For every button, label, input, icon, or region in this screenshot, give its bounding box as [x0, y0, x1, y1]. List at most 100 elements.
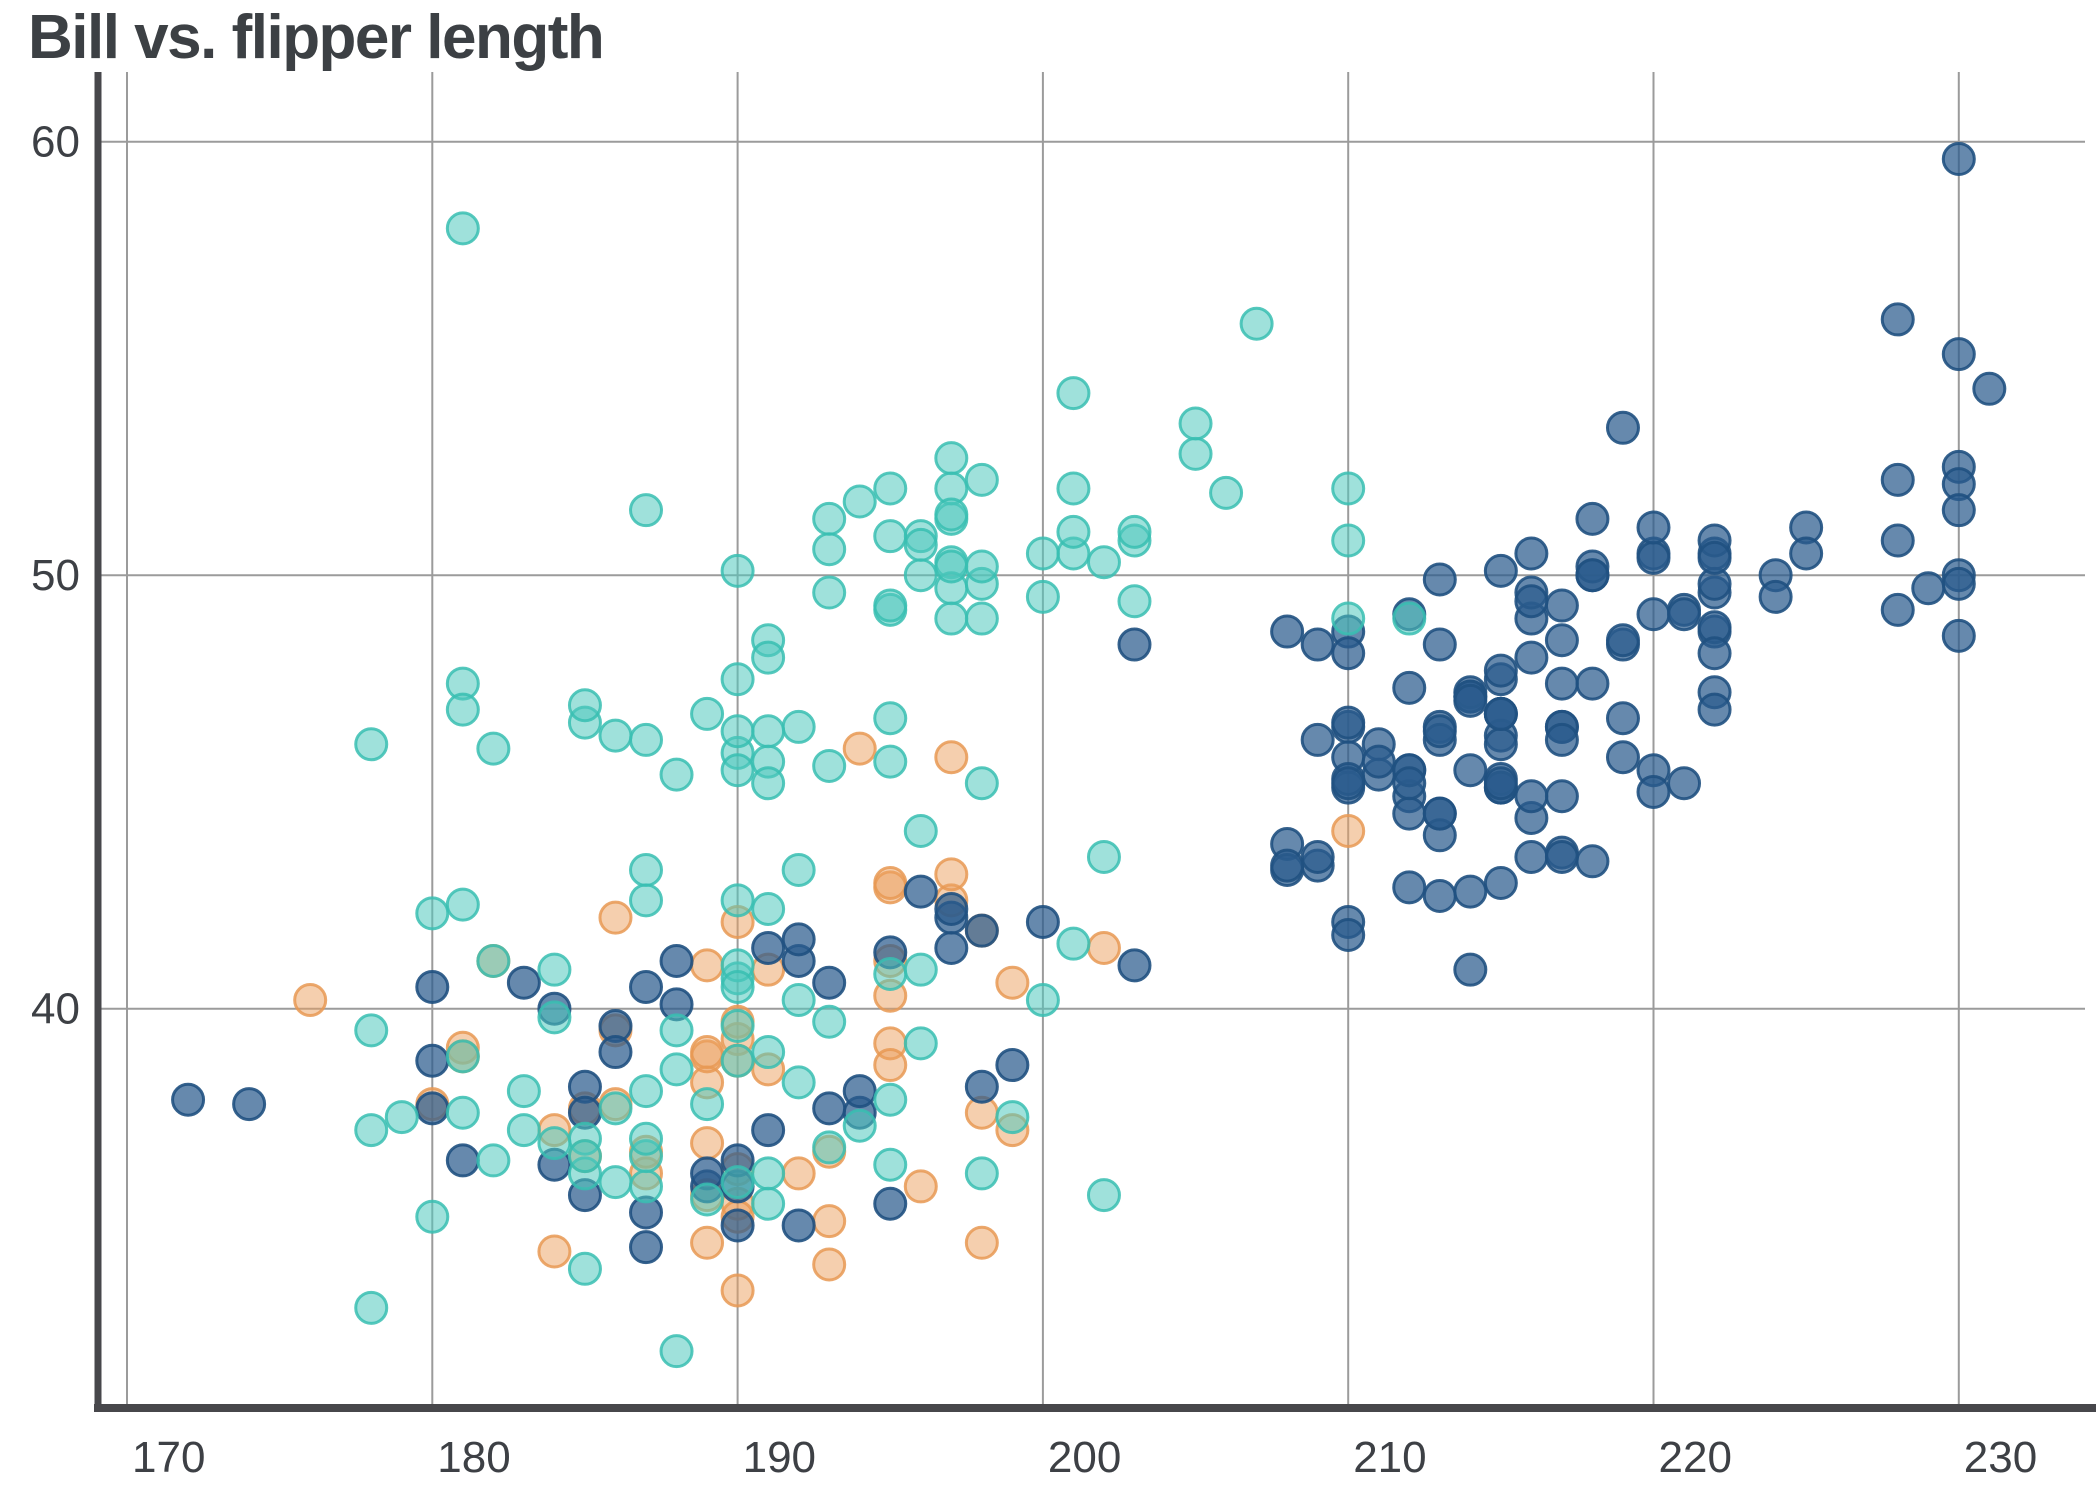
data-point-teal	[903, 558, 938, 593]
data-point-blue	[751, 931, 786, 966]
data-point-blue	[934, 931, 969, 966]
data-point-teal	[873, 1147, 908, 1182]
data-point-orange	[537, 1234, 572, 1269]
data-point-blue	[1300, 722, 1335, 757]
data-point-teal	[964, 766, 999, 801]
data-point-blue	[1941, 493, 1976, 528]
data-point-teal	[842, 1108, 877, 1143]
data-point-blue	[1575, 501, 1610, 536]
data-point-blue	[1575, 558, 1610, 593]
data-point-orange	[1331, 813, 1366, 848]
chart-title: Bill vs. flipper length	[28, 3, 605, 72]
data-point-teal	[1178, 406, 1213, 441]
data-point-blue	[1453, 753, 1488, 788]
data-point-teal	[598, 1165, 633, 1200]
y-tick-label: 40	[31, 985, 80, 1034]
data-point-blue	[1331, 705, 1366, 740]
data-point-teal	[1056, 514, 1091, 549]
data-point-teal	[812, 1130, 847, 1165]
data-point-teal	[476, 1143, 511, 1178]
data-point-blue	[1025, 905, 1060, 939]
x-tick-label: 230	[1964, 1433, 2037, 1482]
data-point-teal	[537, 1000, 572, 1035]
data-point-teal	[1086, 545, 1121, 580]
data-point-blue	[842, 1074, 877, 1109]
data-point-blue	[1483, 553, 1518, 588]
data-point-teal	[964, 462, 999, 497]
data-point-teal	[781, 709, 816, 744]
data-point-teal	[1392, 601, 1427, 636]
data-point-teal	[781, 1065, 816, 1100]
data-point-teal	[751, 891, 786, 926]
data-point-blue	[1514, 640, 1549, 675]
data-point-orange	[812, 1247, 847, 1282]
data-point-orange	[690, 1225, 725, 1260]
data-point-blue	[1270, 614, 1305, 649]
data-point-teal	[1331, 523, 1366, 558]
data-point-orange	[842, 731, 877, 766]
data-point-blue	[1453, 683, 1488, 718]
data-point-teal	[751, 1035, 786, 1070]
data-point-blue	[720, 1208, 755, 1243]
data-point-blue	[1331, 918, 1366, 953]
data-point-blue	[1544, 839, 1579, 874]
data-point-teal	[720, 553, 755, 588]
data-point-teal	[995, 1100, 1030, 1135]
data-point-teal	[506, 1113, 541, 1148]
data-point-blue	[1300, 839, 1335, 874]
data-point-teal	[720, 883, 755, 918]
data-point-blue	[1789, 536, 1824, 571]
data-point-blue	[1941, 618, 1976, 653]
data-point-teal	[659, 1013, 694, 1048]
y-tick-label: 50	[31, 551, 80, 600]
data-point-blue	[1575, 666, 1610, 701]
data-point-orange	[690, 948, 725, 983]
data-point-blue	[1667, 597, 1702, 632]
data-point-teal	[690, 696, 725, 731]
data-point-blue	[171, 1082, 206, 1117]
data-point-blue	[1941, 142, 1976, 177]
data-point-blue	[1514, 584, 1549, 619]
data-point-blue	[1422, 796, 1457, 831]
data-point-blue	[629, 1230, 664, 1265]
data-point-blue	[1331, 636, 1366, 671]
data-point-orange	[812, 1204, 847, 1239]
data-point-teal	[629, 493, 664, 528]
x-tick-label: 170	[132, 1433, 205, 1482]
data-point-blue	[629, 970, 664, 1005]
data-point-blue	[1117, 627, 1152, 662]
data-point-teal	[629, 1169, 664, 1204]
data-point-teal	[567, 1251, 602, 1286]
data-point-teal	[598, 1091, 633, 1126]
data-point-teal	[873, 701, 908, 736]
data-point-teal	[720, 1009, 755, 1044]
data-point-blue	[1483, 653, 1518, 688]
data-point-teal	[934, 549, 969, 584]
data-point-teal	[567, 1139, 602, 1174]
x-tick-label: 180	[437, 1433, 510, 1482]
data-point-teal	[751, 1186, 786, 1221]
data-point-teal	[506, 1074, 541, 1109]
data-point-teal	[1331, 601, 1366, 636]
x-tick-label: 220	[1659, 1433, 1732, 1482]
data-point-blue	[415, 1091, 450, 1126]
data-point-teal	[629, 883, 664, 918]
data-point-teal	[629, 722, 664, 757]
data-point-teal	[1086, 839, 1121, 874]
data-point-blue	[1880, 302, 1915, 337]
data-point-orange	[995, 965, 1030, 1000]
data-point-orange	[1086, 931, 1121, 966]
data-point-teal	[1056, 926, 1091, 961]
data-point-teal	[873, 957, 908, 992]
data-point-teal	[1025, 579, 1060, 614]
data-point-teal	[812, 501, 847, 536]
data-point-orange	[598, 900, 633, 935]
data-point-teal	[598, 718, 633, 753]
data-point-teal	[629, 852, 664, 887]
data-point-orange	[293, 983, 328, 1018]
data-point-teal	[1117, 584, 1152, 619]
data-point-blue	[1667, 766, 1702, 801]
data-point-blue	[1605, 740, 1640, 775]
data-point-teal	[1117, 514, 1152, 549]
